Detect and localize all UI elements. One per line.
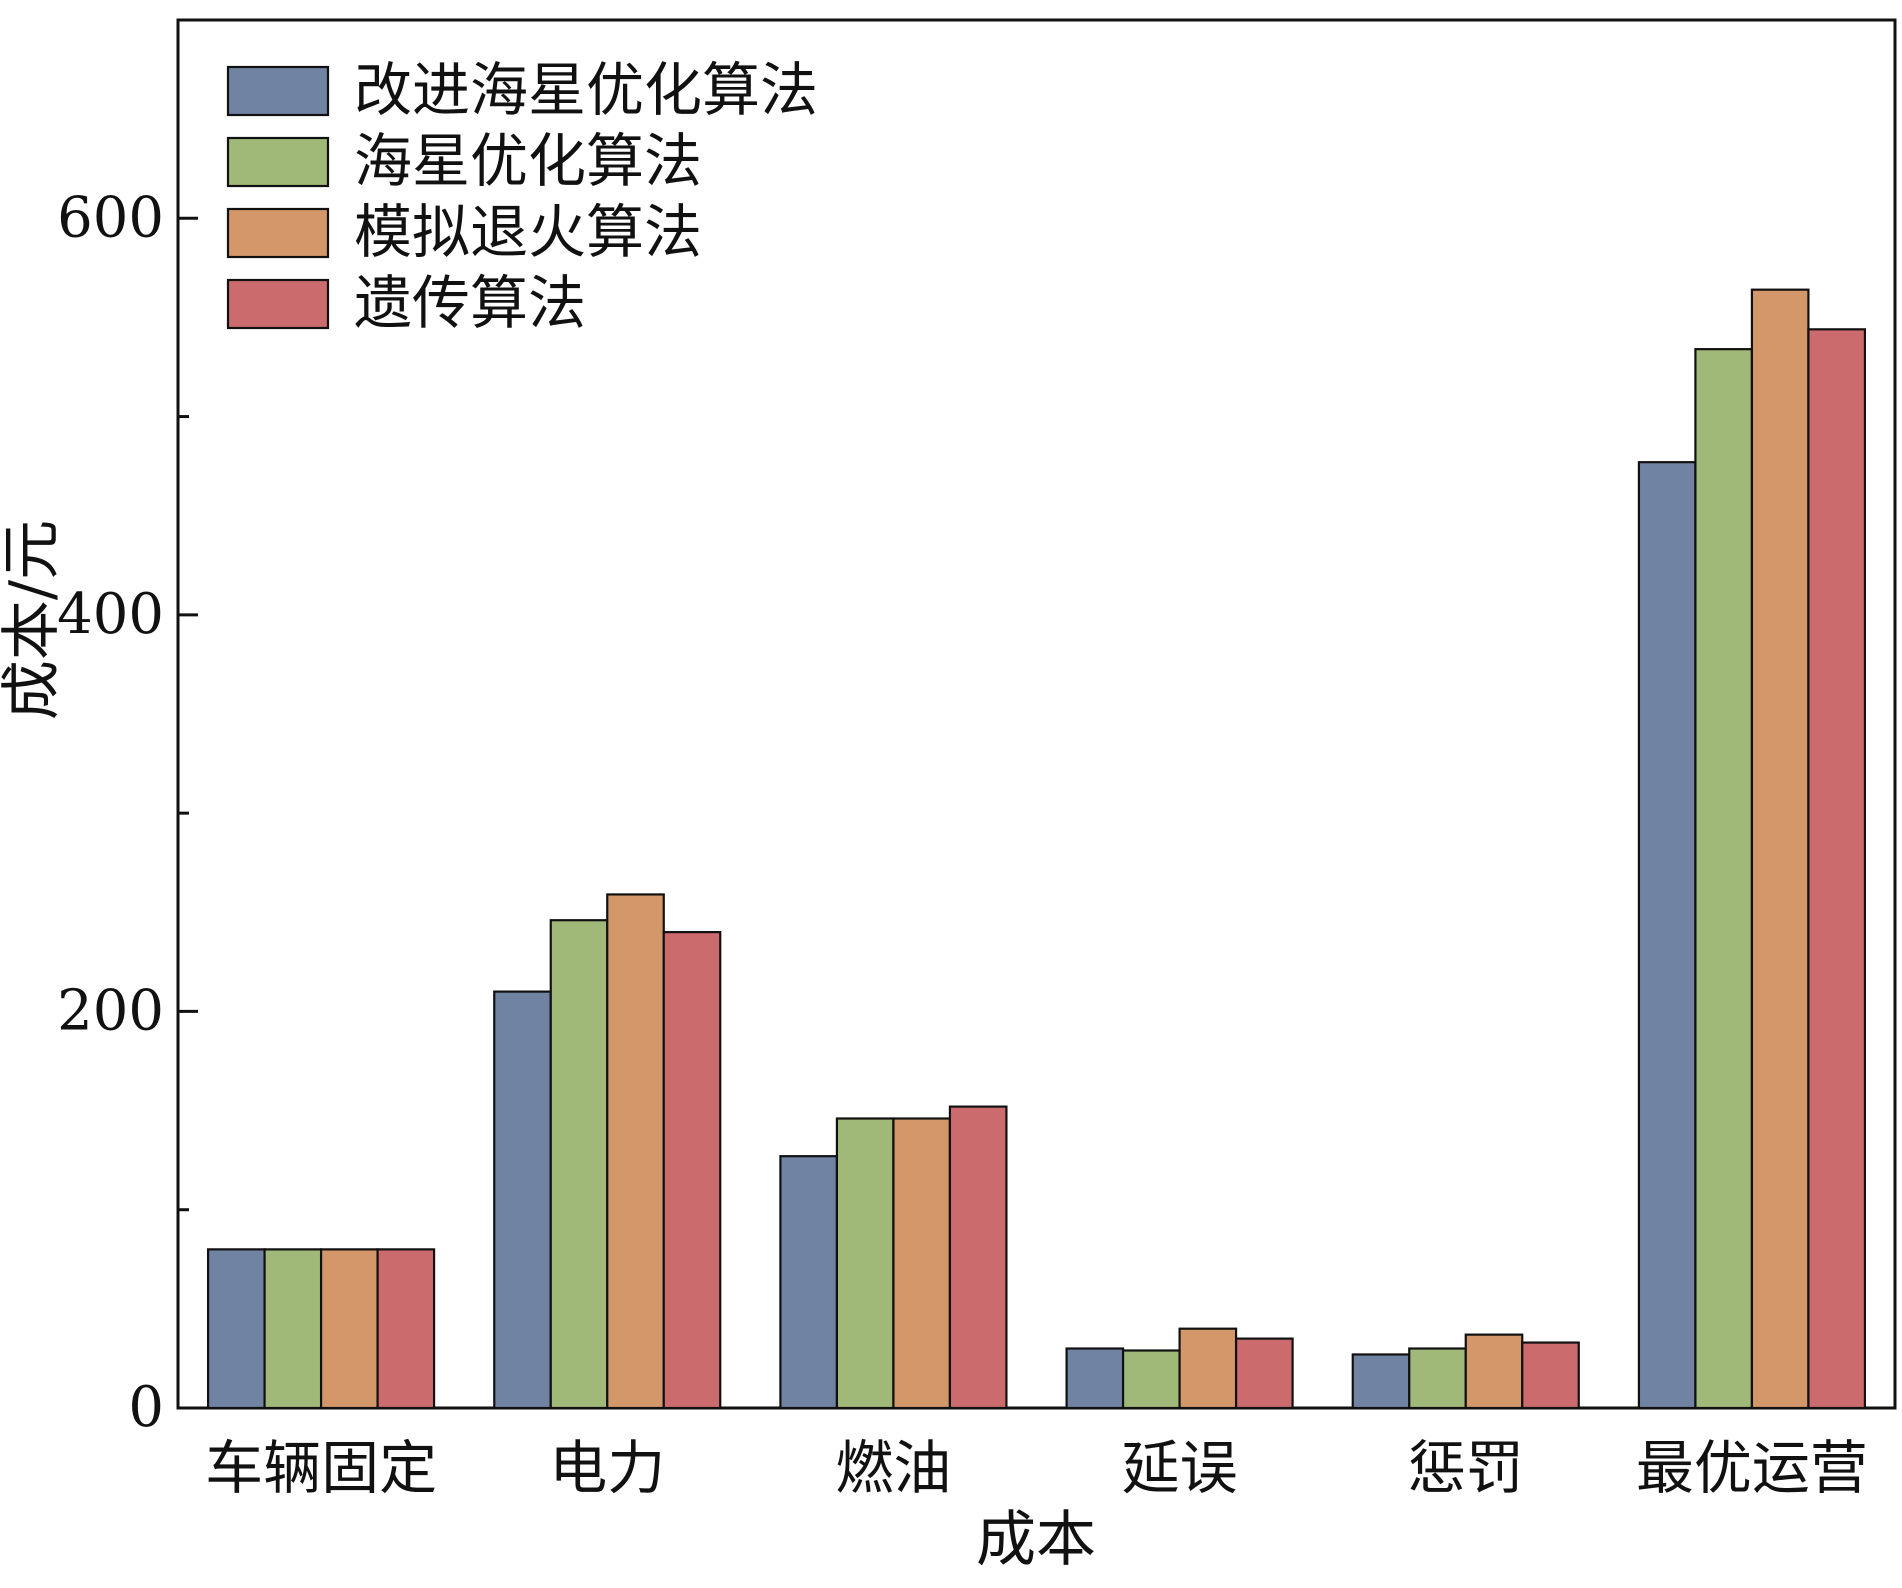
bar xyxy=(662,931,722,1410)
x-category-label: 车辆固定 xyxy=(205,1434,437,1502)
legend-swatch xyxy=(226,207,330,259)
bar xyxy=(376,1248,436,1410)
bar xyxy=(1637,461,1697,1410)
bar xyxy=(1234,1337,1294,1410)
bar xyxy=(1065,1347,1125,1410)
bar xyxy=(948,1105,1008,1410)
x-axis-title: 成本 xyxy=(976,1505,1096,1575)
plot-border xyxy=(176,18,1897,1410)
y-tick-label: 200 xyxy=(57,978,164,1043)
bar xyxy=(319,1248,379,1410)
bar xyxy=(1807,328,1867,1410)
plot-area xyxy=(176,18,1897,1410)
y-tick-label: 600 xyxy=(57,185,164,250)
legend-swatch xyxy=(226,65,330,117)
bar xyxy=(1750,288,1810,1410)
y-tick-label: 400 xyxy=(57,582,164,647)
legend-label: 模拟退火算法 xyxy=(354,198,702,266)
x-axis: 车辆固定 电力 燃油 延误 惩罚 最优运营 xyxy=(205,1434,1868,1502)
bar xyxy=(835,1117,895,1410)
legend-swatch xyxy=(226,136,330,188)
x-category-label: 最优运营 xyxy=(1636,1434,1868,1502)
x-category-label: 电力 xyxy=(549,1434,665,1502)
y-tick-label: 0 xyxy=(128,1375,164,1440)
legend-label: 遗传算法 xyxy=(354,269,586,337)
x-category-label: 惩罚 xyxy=(1408,1434,1524,1502)
bar xyxy=(1694,348,1754,1410)
bar xyxy=(1464,1333,1524,1410)
bar xyxy=(606,893,665,1410)
bars-layer xyxy=(206,288,1867,1410)
legend-label: 海星优化算法 xyxy=(354,127,702,195)
bar xyxy=(263,1248,323,1410)
x-category-label: 延误 xyxy=(1122,1434,1238,1502)
bar xyxy=(1521,1341,1580,1410)
bar xyxy=(549,919,609,1410)
legend-swatch xyxy=(226,278,330,330)
bar xyxy=(493,990,552,1410)
legend-label: 改进海星优化算法 xyxy=(354,56,818,124)
bar xyxy=(1351,1353,1411,1410)
bar xyxy=(779,1155,839,1410)
bar xyxy=(1121,1349,1181,1410)
bar xyxy=(206,1248,266,1410)
bar xyxy=(1178,1327,1238,1410)
y-axis-title: 成本/元 xyxy=(0,520,67,720)
bar xyxy=(1408,1347,1467,1410)
x-category-label: 燃油 xyxy=(835,1434,951,1502)
bar xyxy=(892,1117,952,1410)
y-axis: 0 200 400 600 xyxy=(57,18,198,1440)
